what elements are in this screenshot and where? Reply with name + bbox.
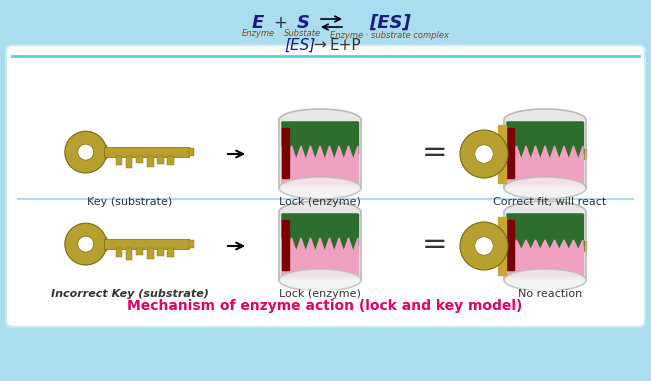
Bar [279, 120, 361, 188]
Bar [564, 158, 572, 166]
Bar [126, 248, 133, 260]
Bar [504, 149, 586, 159]
Text: Substate: Substate [284, 29, 322, 38]
Bar [564, 250, 572, 258]
Text: Key (substrate): Key (substrate) [87, 197, 173, 207]
Text: →: → [314, 37, 326, 53]
Bar [158, 156, 164, 164]
FancyBboxPatch shape [77, 291, 573, 321]
Bar [282, 128, 289, 178]
Text: Lock (enzyme): Lock (enzyme) [279, 289, 361, 299]
Bar [554, 158, 561, 168]
Text: +: + [273, 14, 287, 32]
Bar [147, 156, 154, 167]
Bar [282, 245, 358, 276]
Bar [542, 250, 549, 256]
Bar [517, 250, 524, 258]
Bar [136, 156, 143, 163]
Bar [507, 122, 583, 153]
Bar [282, 214, 358, 245]
Polygon shape [282, 238, 358, 276]
Bar [504, 120, 586, 188]
Polygon shape [507, 240, 583, 276]
Bar [158, 248, 164, 256]
Ellipse shape [279, 177, 361, 199]
Bar [507, 153, 583, 184]
Bar [282, 220, 289, 270]
Bar [282, 153, 358, 184]
Ellipse shape [279, 201, 361, 223]
Bar [507, 214, 583, 245]
Text: Lock (enzyme): Lock (enzyme) [279, 197, 361, 207]
Circle shape [65, 223, 107, 265]
Text: [ES]: [ES] [284, 37, 316, 53]
Circle shape [460, 222, 508, 270]
Bar [529, 158, 536, 169]
Bar [167, 156, 174, 165]
Ellipse shape [504, 269, 586, 291]
Polygon shape [282, 146, 358, 184]
Text: E: E [252, 14, 264, 32]
Bar [517, 158, 524, 165]
Bar [167, 248, 174, 258]
Text: E+P: E+P [329, 37, 361, 53]
Text: Enzyme: Enzyme [242, 29, 275, 38]
Ellipse shape [504, 177, 586, 199]
Ellipse shape [504, 109, 586, 131]
Circle shape [78, 144, 94, 160]
Bar [189, 148, 194, 156]
Polygon shape [507, 146, 583, 184]
Bar [282, 122, 358, 153]
Circle shape [460, 130, 508, 178]
Bar [507, 220, 514, 270]
Bar [504, 212, 586, 280]
Bar [104, 147, 189, 157]
Bar [498, 217, 506, 275]
Text: No reaction: No reaction [518, 289, 582, 299]
Bar [126, 156, 133, 168]
Circle shape [475, 237, 493, 255]
Bar [507, 245, 583, 276]
Bar [98, 146, 107, 159]
Text: Enzyme · substrate complex: Enzyme · substrate complex [331, 32, 449, 40]
Bar [529, 250, 536, 261]
Ellipse shape [279, 269, 361, 291]
Bar [136, 248, 143, 255]
Text: =: = [422, 138, 448, 166]
Text: Mechanism of enzyme action (lock and key model): Mechanism of enzyme action (lock and key… [128, 299, 523, 313]
Circle shape [65, 131, 107, 173]
Bar [504, 241, 586, 251]
Text: [ES]: [ES] [369, 14, 411, 32]
Circle shape [475, 145, 493, 163]
Polygon shape [507, 214, 583, 250]
Bar [147, 248, 154, 259]
Text: S: S [296, 14, 309, 32]
Bar [542, 158, 549, 165]
Bar [554, 250, 561, 260]
Bar [116, 156, 122, 165]
Bar [279, 212, 361, 280]
Polygon shape [282, 214, 358, 252]
Text: =: = [422, 229, 448, 258]
Bar [498, 125, 506, 183]
Ellipse shape [504, 201, 586, 223]
Bar [189, 240, 194, 248]
FancyBboxPatch shape [6, 45, 645, 327]
Polygon shape [507, 122, 583, 160]
Text: Correct fit, will react: Correct fit, will react [493, 197, 607, 207]
Bar [104, 239, 189, 249]
Bar [507, 128, 514, 178]
Circle shape [78, 236, 94, 252]
Ellipse shape [279, 109, 361, 131]
Text: Incorrect Key (substrate): Incorrect Key (substrate) [51, 289, 209, 299]
Polygon shape [282, 122, 358, 160]
Bar [98, 237, 107, 251]
Bar [116, 248, 122, 256]
